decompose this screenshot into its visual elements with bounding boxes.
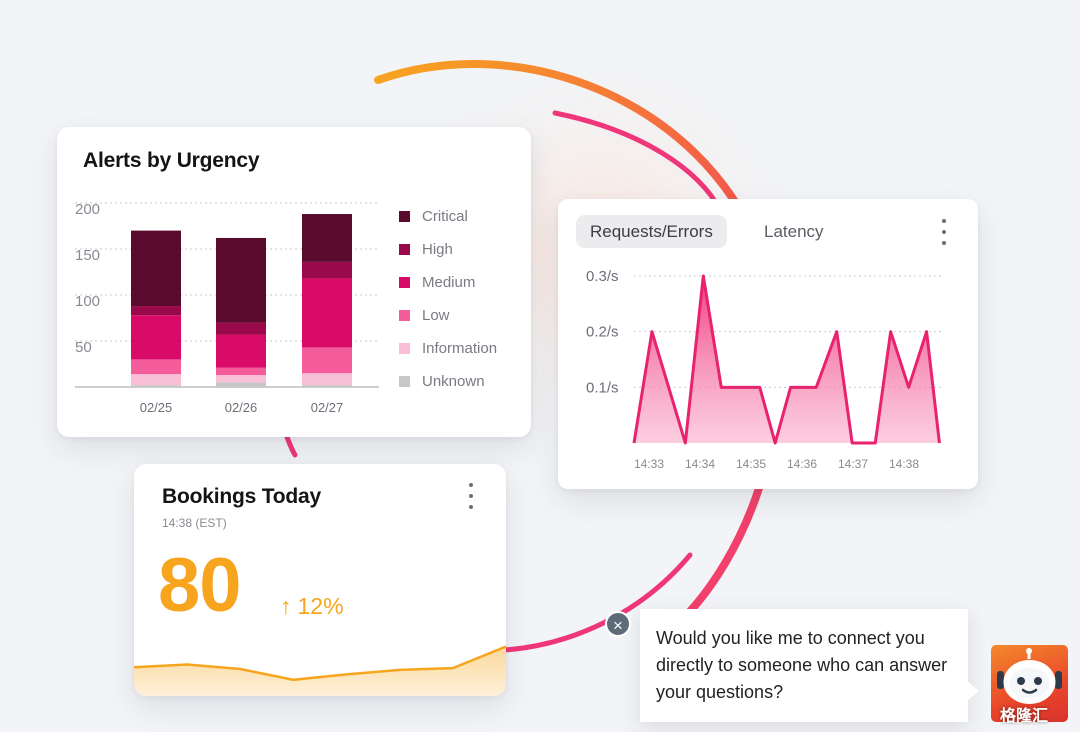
legend-label: Low [422,307,450,324]
bar-segment-unknown [216,382,266,387]
left-arc-stub [284,434,298,458]
kebab-menu-icon[interactable] [941,219,947,245]
legend-label: Critical [422,208,468,225]
bar-segment-medium [302,278,352,348]
requests-area [634,276,940,443]
bar-segment-low [302,347,352,374]
bookings-line [134,645,506,682]
bar-segment-information [131,374,181,386]
x-tick-label: 02/26 [225,400,258,415]
bookings-sparkline [134,645,506,696]
alerts-bar-chart: 50 100 150 200 02/25 02/26 02/27 Critical High Me… [75,201,497,415]
bar-segment-low [131,359,181,375]
requests-errors-card: Requests/Errors Latency 0.1/s 0.2/s 0.3/s 1… [558,199,978,489]
x-tick-label: 14:38 [889,457,919,471]
chat-message: Would you like me to connect you directl… [656,628,948,702]
bookings-count: 80 [158,543,242,628]
bar-segment-medium [216,334,266,368]
bar-segment-critical [131,230,181,307]
legend-label: High [422,241,453,258]
legend-swatch [399,310,410,321]
y-tick-label: 150 [75,247,100,264]
bar-segment-low [216,367,266,376]
y-tick-label: 0.1/s [586,379,619,396]
y-tick-label: 50 [75,339,92,356]
trend-percent: 12% [297,593,344,619]
bar-segment-information [302,373,352,386]
kebab-menu-icon[interactable] [468,483,474,509]
requests-area-chart: 0.1/s 0.2/s 0.3/s 14:33 14:34 14:35 14:36 14:37… [586,268,942,471]
legend-swatch [399,343,410,354]
legend-swatch [399,277,410,288]
chat-bubble: Would you like me to connect you directl… [640,609,979,722]
inner-arc-bottom [502,552,693,653]
arrow-up-icon: ↑ [280,593,292,619]
y-tick-label: 0.3/s [586,268,619,285]
x-tick-label: 14:33 [634,457,664,471]
bar-segment-information [216,375,266,383]
bookings-timestamp: 14:38 (EST) [162,516,227,530]
legend-swatch [399,211,410,222]
bar-segment-medium [131,315,181,360]
bar-segment-high [302,261,352,279]
legend-label: Medium [422,274,475,291]
bookings-area [134,646,506,696]
bookings-card-title: Bookings Today [162,485,321,508]
x-tick-label: 02/27 [311,400,344,415]
inner-arc-top [552,110,723,213]
x-tick-label: 14:37 [838,457,868,471]
alerts-by-urgency-card: Alerts by Urgency 50 100 150 200 02/25 02/26 0… [57,127,531,437]
bar-segment-unknown [302,385,352,387]
legend-swatch [399,244,410,255]
legend-swatch [399,376,410,387]
tab-requests-errors[interactable]: Requests/Errors [576,215,727,248]
x-tick-label: 02/25 [140,400,173,415]
x-tick-label: 14:35 [736,457,766,471]
tab-latency[interactable]: Latency [764,222,824,241]
bar-segment-high [216,322,266,335]
x-tick-label: 14:36 [787,457,817,471]
bar-segment-unknown [131,385,181,387]
legend-label: Unknown [422,373,485,390]
legend-label: Information [422,340,497,357]
y-tick-label: 0.2/s [586,324,619,341]
bar-segment-critical [216,237,266,323]
watermark-text: 格隆汇 [1000,708,1049,725]
bookings-trend: ↑ 12% [280,593,344,620]
bookings-today-card: Bookings Today 14:38 (EST) 80 ↑ 12% [134,464,506,696]
y-tick-label: 200 [75,201,100,218]
y-tick-label: 100 [75,293,100,310]
bar-segment-high [131,306,181,316]
x-tick-label: 14:34 [685,457,715,471]
robot-icon[interactable] [991,645,1068,722]
bar-segment-critical [302,214,352,262]
robot-face [997,648,1062,704]
requests-line [632,274,941,445]
close-icon[interactable]: × [605,611,631,637]
alerts-card-title: Alerts by Urgency [83,149,260,172]
